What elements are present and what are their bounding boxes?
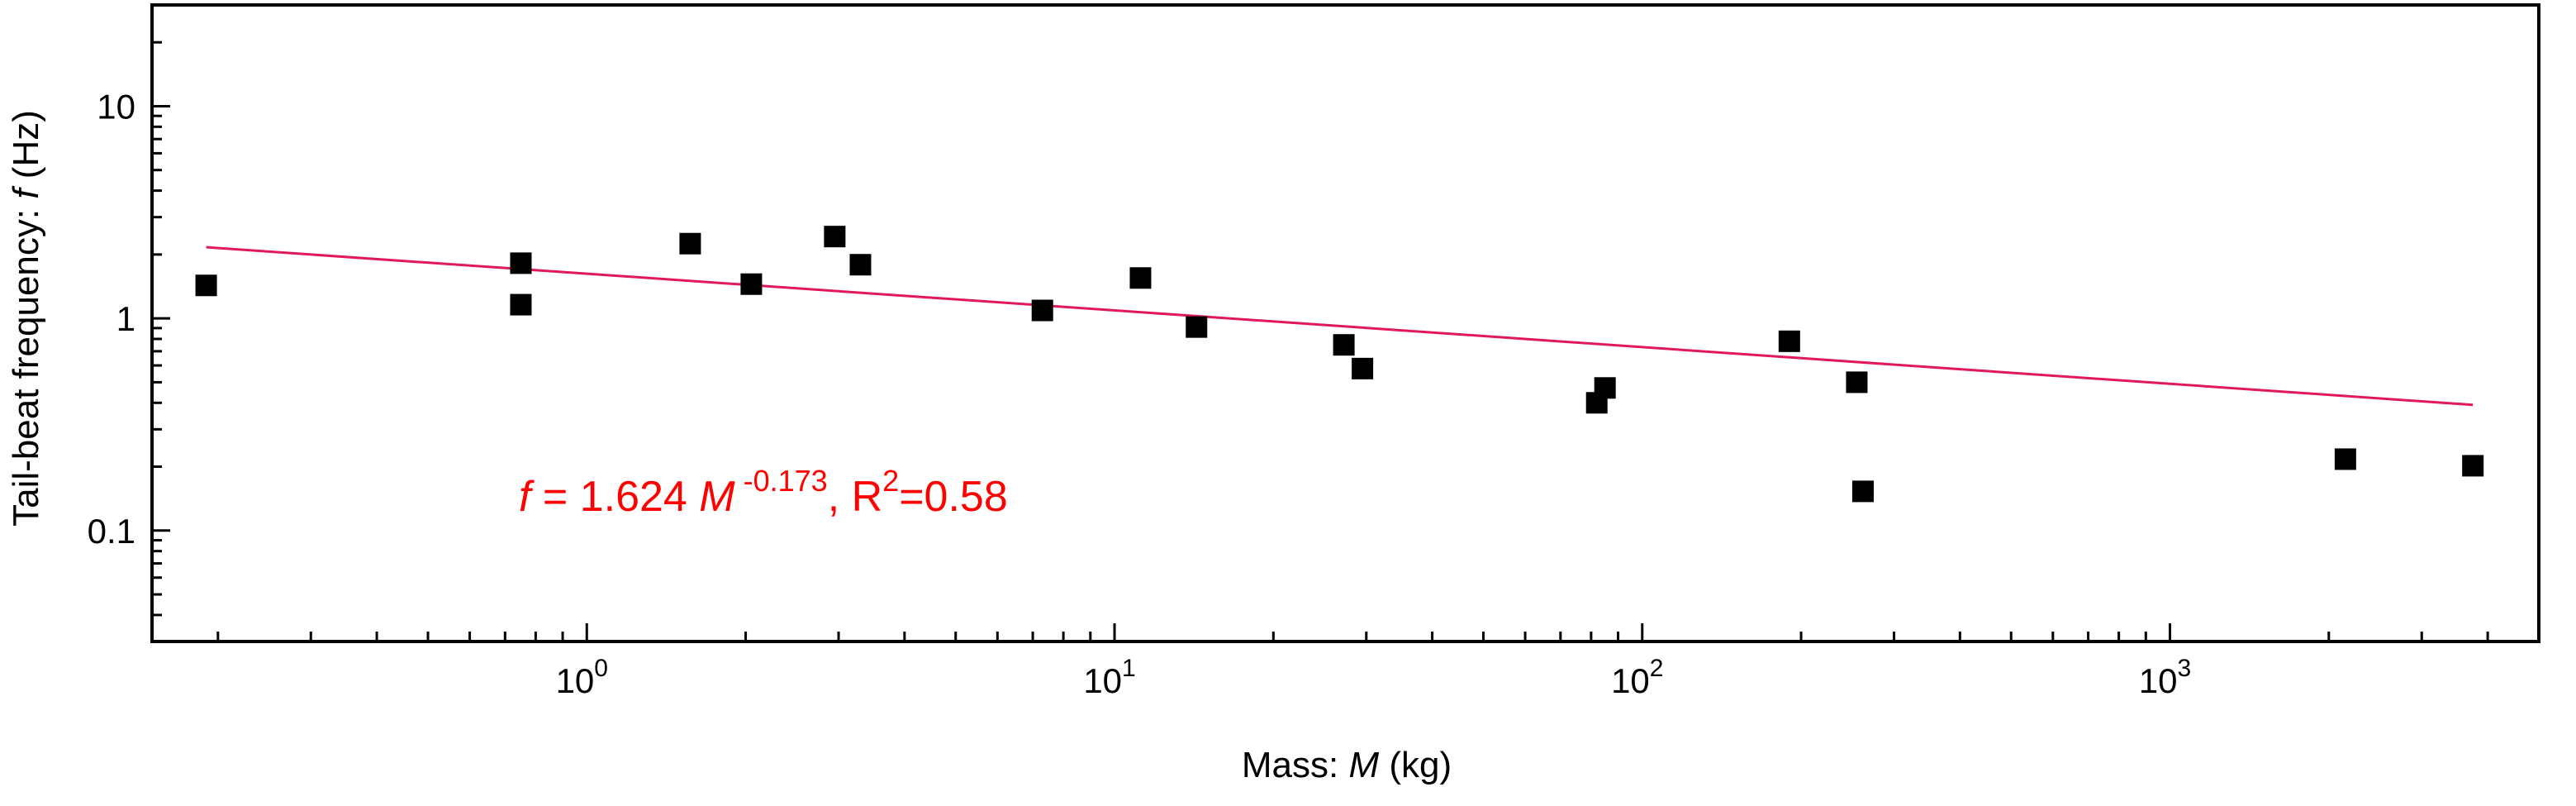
data-point — [1846, 371, 1868, 393]
x-axis-title: Mass: M (kg) — [1242, 745, 1452, 785]
data-point — [1333, 334, 1355, 356]
data-point — [1594, 377, 1616, 399]
y-tick-label: 1 — [116, 299, 135, 338]
data-point — [849, 254, 872, 276]
x-tick-label-exponent: 3 — [2178, 655, 2192, 682]
x-tick-label: 103 — [2139, 655, 2191, 700]
x-tick-label-base: 10 — [1083, 661, 1122, 700]
y-tick-label: 0.1 — [88, 512, 135, 551]
fit-line — [206, 246, 2474, 407]
equation-coefficient: = 1.624 — [530, 473, 699, 521]
equation-f: f — [519, 473, 535, 521]
equation-r-value: =0.58 — [899, 473, 1008, 521]
data-point — [2462, 455, 2484, 477]
x-tick-label-base: 10 — [2139, 661, 2178, 700]
x-tick-label: 101 — [1083, 655, 1135, 700]
data-point — [510, 252, 532, 274]
x-tick-label-exponent: 2 — [1650, 655, 1664, 682]
x-tick-label-base: 10 — [556, 661, 595, 700]
x-axis-title-unit: (kg) — [1379, 745, 1452, 785]
equation-m: M — [699, 473, 735, 521]
data-point — [2334, 448, 2356, 470]
y-axis-title-prefix: Tail-beat frequency: — [6, 199, 46, 527]
equation-exponent: -0.173 — [735, 464, 828, 498]
y-axis-title-unit: (Hz) — [6, 110, 46, 188]
points-layer — [195, 226, 2484, 503]
data-point — [1031, 299, 1053, 322]
major-ticks — [152, 104, 2172, 641]
x-tick-label: 100 — [556, 655, 608, 700]
x-axis-title-prefix: Mass: — [1242, 745, 1349, 785]
data-point — [1186, 316, 1208, 338]
data-point — [1778, 330, 1800, 352]
data-point — [195, 274, 217, 297]
fit-equation-annotation: f = 1.624 M -0.173, R2=0.58 — [519, 464, 1008, 521]
equation-r-label: , R — [828, 473, 882, 521]
x-tick-label: 102 — [1611, 655, 1663, 700]
data-point — [824, 226, 846, 248]
x-axis-title-variable: M — [1348, 745, 1379, 785]
data-point — [1129, 267, 1152, 289]
fit-layer — [206, 246, 2474, 407]
x-tick-label-base: 10 — [1611, 661, 1650, 700]
y-tick-label: 10 — [97, 87, 135, 126]
data-point — [1352, 357, 1374, 379]
data-point — [679, 232, 701, 255]
x-tick-label-exponent: 0 — [594, 655, 608, 682]
plot-frame — [150, 3, 2540, 643]
data-point — [1851, 480, 1874, 503]
x-tick-label-exponent: 1 — [1122, 655, 1136, 682]
minor-ticks — [152, 3, 2540, 643]
y-axis-title: Tail-beat frequency: f (Hz) — [6, 110, 46, 527]
data-point — [740, 273, 763, 295]
data-point — [510, 293, 532, 316]
equation-r-superscript: 2 — [882, 464, 899, 498]
